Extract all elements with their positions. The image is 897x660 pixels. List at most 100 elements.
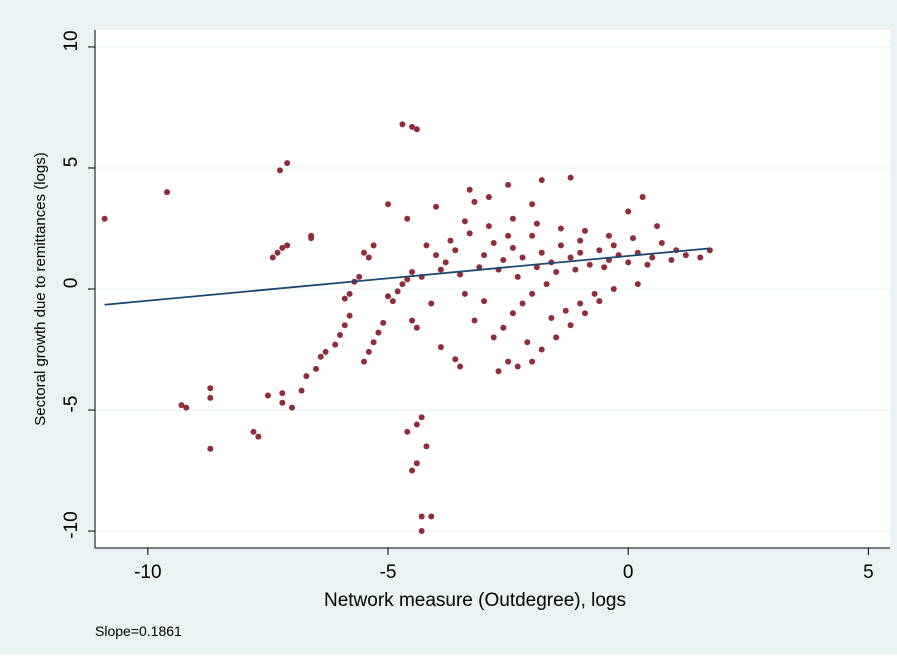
point — [461, 218, 468, 225]
point — [346, 290, 353, 297]
point — [490, 334, 497, 341]
point — [341, 322, 348, 329]
point — [361, 249, 368, 256]
point — [178, 402, 185, 409]
point — [630, 235, 637, 242]
point — [461, 290, 468, 297]
point — [495, 368, 502, 375]
point — [553, 269, 560, 276]
point — [514, 273, 521, 280]
x-tick-label: -10 — [134, 562, 161, 583]
point — [418, 513, 425, 520]
point — [533, 220, 540, 227]
point — [500, 256, 507, 263]
point — [625, 208, 632, 215]
point — [276, 167, 283, 174]
point — [476, 264, 483, 271]
point — [404, 428, 411, 435]
point — [418, 414, 425, 421]
point — [567, 174, 574, 181]
point — [399, 121, 406, 128]
point — [303, 373, 310, 380]
point — [322, 348, 329, 355]
point — [601, 264, 608, 271]
point — [654, 223, 661, 230]
point — [485, 194, 492, 201]
point — [279, 390, 286, 397]
point — [538, 249, 545, 256]
point — [370, 242, 377, 249]
point — [413, 126, 420, 133]
point — [207, 385, 214, 392]
point — [413, 421, 420, 428]
point — [255, 433, 262, 440]
point — [596, 298, 603, 305]
point — [649, 254, 656, 261]
point — [288, 404, 295, 411]
point — [562, 307, 569, 314]
point — [457, 363, 464, 370]
point — [577, 249, 584, 256]
point — [409, 123, 416, 130]
point — [409, 269, 416, 276]
point — [567, 322, 574, 329]
point — [581, 310, 588, 317]
point — [389, 298, 396, 305]
point — [433, 203, 440, 210]
point — [625, 259, 632, 266]
point — [409, 467, 416, 474]
point — [485, 223, 492, 230]
point — [250, 428, 257, 435]
point — [591, 290, 598, 297]
point — [375, 329, 382, 336]
point — [548, 315, 555, 322]
point — [101, 215, 108, 222]
y-axis-title: Sectoral growth due to remittances (logs… — [32, 152, 49, 425]
y-tick-label: -10 — [61, 511, 82, 538]
point — [586, 261, 593, 268]
point — [269, 254, 276, 261]
point — [471, 198, 478, 205]
point — [452, 247, 459, 254]
point — [418, 528, 425, 535]
point — [284, 160, 291, 167]
point — [610, 242, 617, 249]
point — [361, 358, 368, 365]
point — [164, 189, 171, 196]
point — [423, 242, 430, 249]
y-tick-label: 0 — [61, 278, 82, 289]
point — [543, 281, 550, 288]
point — [404, 276, 411, 283]
point — [356, 273, 363, 280]
annotation: Slope=0.1861 — [95, 623, 182, 639]
point — [317, 353, 324, 360]
point — [279, 399, 286, 406]
point — [605, 232, 612, 239]
point — [505, 181, 512, 188]
point — [336, 331, 343, 338]
fit-line — [104, 247, 710, 306]
point — [639, 194, 646, 201]
point — [312, 365, 319, 372]
point — [610, 286, 617, 292]
point — [529, 290, 536, 297]
point — [471, 317, 478, 324]
point — [572, 266, 579, 273]
point — [634, 281, 641, 288]
point — [433, 252, 440, 259]
point — [490, 240, 497, 247]
point — [481, 252, 488, 259]
point — [437, 266, 444, 273]
point — [183, 404, 190, 411]
point — [284, 242, 291, 249]
point — [533, 264, 540, 271]
x-tick-label: 0 — [623, 562, 634, 583]
point — [519, 254, 526, 261]
point — [442, 259, 449, 266]
point — [365, 348, 372, 355]
point — [581, 227, 588, 234]
point — [279, 244, 286, 251]
point — [509, 310, 516, 317]
